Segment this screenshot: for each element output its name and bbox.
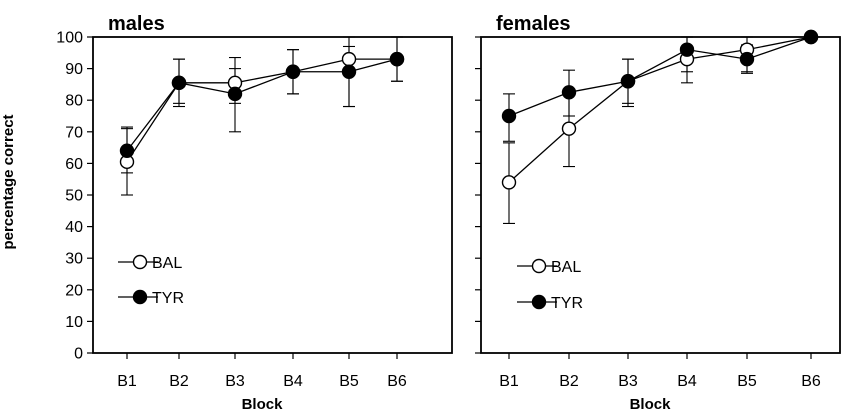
data-point-tyr: [561, 85, 577, 100]
y-tick-label: 20: [65, 282, 83, 299]
y-tick-label: 40: [65, 219, 83, 236]
data-point-tyr: [119, 143, 135, 158]
y-tick-label: 10: [65, 314, 83, 331]
data-point-tyr: [285, 64, 301, 79]
y-tick-label: 30: [65, 251, 83, 268]
data-point-tyr: [679, 42, 695, 57]
data-point-bal: [561, 121, 577, 136]
chart-marks-males: 0 10 20 30 40 50 60 70 80 90 100 B1 B2 B3 B4 B5 B6 BAL TYR: [56, 30, 407, 391]
x-tick-label: B4: [677, 373, 697, 390]
data-point-tyr: [171, 75, 187, 91]
panel-females: females B1 B2 B3 B4 B5 B6 BAL TYR Block: [475, 13, 841, 413]
y-tick-label: 90: [65, 61, 83, 78]
data-point-tyr: [620, 74, 636, 89]
y-tick-label: 50: [65, 188, 83, 205]
x-tick-label: B6: [387, 373, 407, 390]
plot-frame-males: [92, 36, 453, 354]
series-line-bal: [508, 36, 812, 183]
x-axis-label-females: Block: [630, 396, 672, 413]
data-point-bal: [341, 51, 357, 67]
legend-label-tyr: TYR: [551, 295, 583, 312]
legend-marker-tyr: [132, 289, 148, 305]
data-point-tyr: [501, 108, 517, 124]
x-tick-label: B3: [225, 373, 245, 390]
y-axis-label: percentage correct: [0, 114, 17, 249]
data-point-tyr: [341, 64, 357, 79]
data-point-tyr: [803, 29, 819, 45]
series-line-tyr: [508, 36, 812, 117]
legend-marker-tyr: [531, 294, 547, 310]
panel-title-females: females: [496, 13, 571, 35]
data-point-tyr: [739, 51, 755, 67]
legend-marker-bal: [132, 254, 148, 270]
legend-label-bal: BAL: [551, 259, 581, 276]
y-tick-label: 100: [56, 30, 83, 47]
x-tick-label: B1: [117, 373, 137, 390]
panel-title-males: males: [108, 13, 165, 35]
panel-males: males 0 10 20 30 40 50 60 70 80 90 100 B1 B2 B3 B4 B5 B6…: [0, 13, 453, 413]
data-point-tyr: [389, 51, 405, 67]
y-tick-label: 60: [65, 156, 83, 173]
x-tick-label: B4: [283, 373, 303, 390]
legend-marker-bal: [531, 258, 547, 274]
data-point-bal: [501, 175, 517, 190]
x-tick-label: B6: [801, 373, 821, 390]
series-line-tyr: [126, 58, 398, 152]
y-tick-label: 80: [65, 93, 83, 110]
x-tick-label: B5: [339, 373, 359, 390]
x-tick-label: B2: [169, 373, 189, 390]
x-tick-label: B5: [737, 373, 757, 390]
legend-label-bal: BAL: [152, 255, 182, 272]
x-axis-label-males: Block: [242, 396, 284, 413]
y-tick-label: 70: [65, 124, 83, 141]
x-tick-label: B1: [499, 373, 519, 390]
legend-label-tyr: TYR: [152, 290, 184, 307]
x-tick-label: B2: [559, 373, 579, 390]
series-line-bal: [126, 58, 397, 163]
x-tick-label: B3: [618, 373, 638, 390]
chart-marks-females: B1 B2 B3 B4 B5 B6 BAL TYR: [475, 29, 821, 390]
data-point-tyr: [227, 86, 243, 102]
y-tick-label: 0: [74, 346, 83, 363]
